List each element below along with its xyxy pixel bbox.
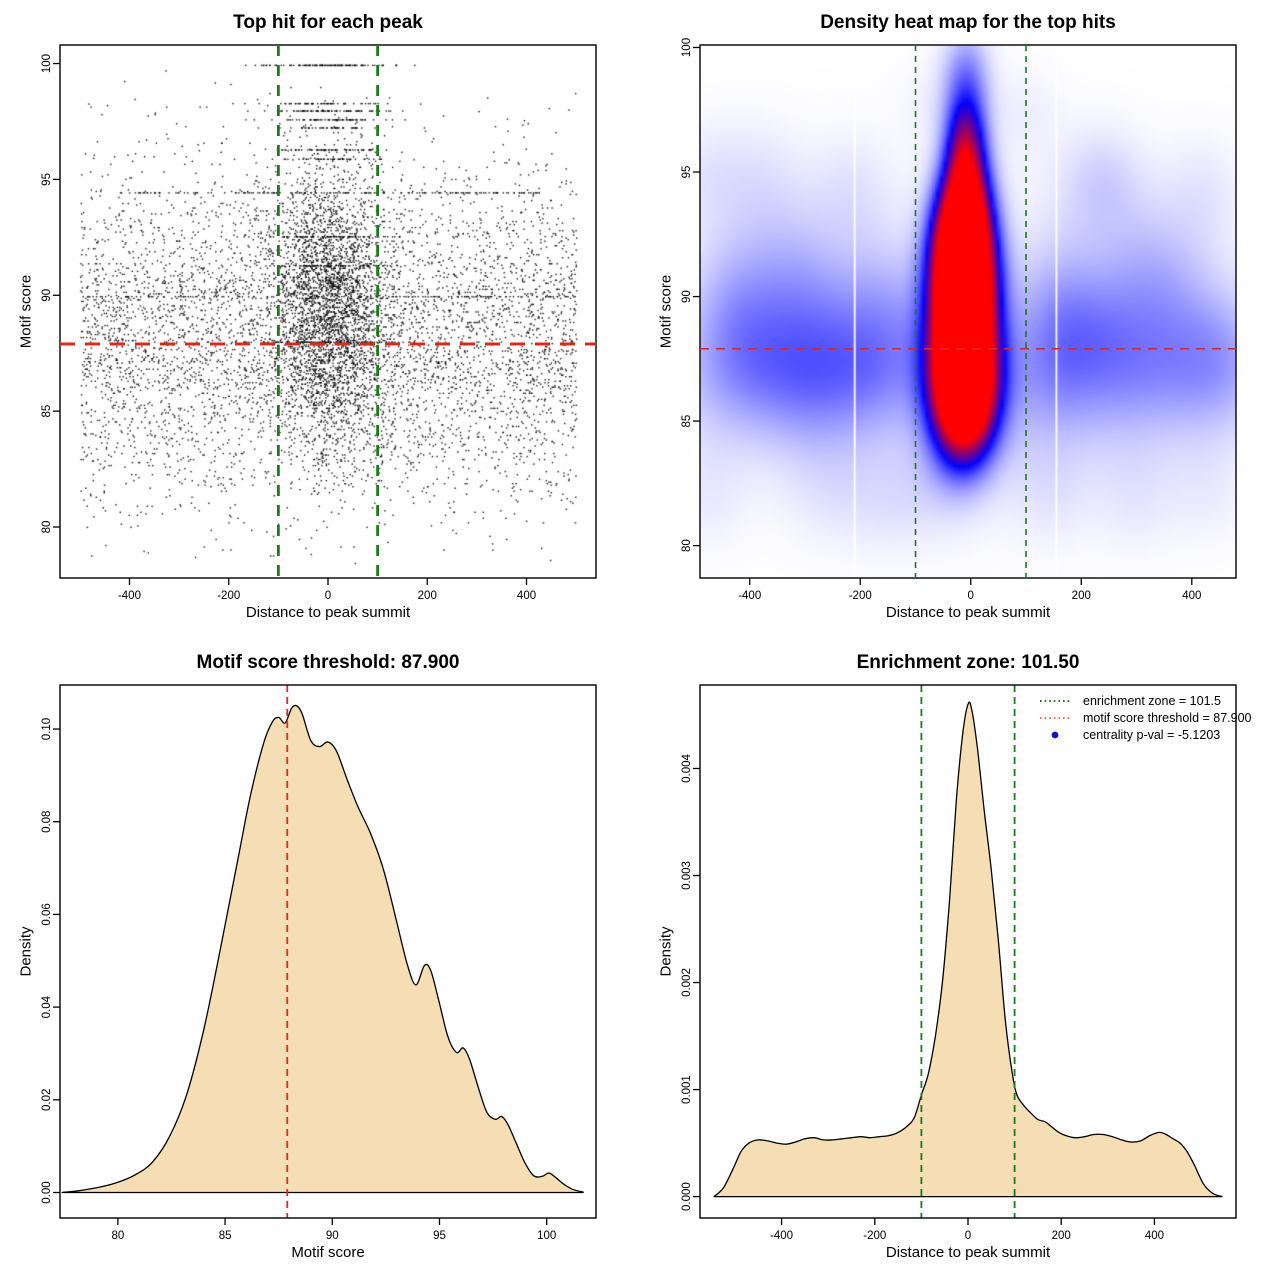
- scatter-ylabel: Motif score: [17, 274, 35, 349]
- scatter-points-canvas: [60, 45, 596, 578]
- svg-text:0.06: 0.06: [41, 903, 53, 925]
- legend-row-centrality-pval: centrality p-val = -5.1203: [1038, 726, 1252, 743]
- svg-text:-400: -400: [738, 590, 761, 602]
- svg-text:100: 100: [41, 54, 53, 73]
- distance-density-xlabel: Distance to peak summit: [885, 1244, 1051, 1261]
- svg-text:0.000: 0.000: [681, 1182, 693, 1211]
- motif-density-svg: 80 85 90 95 100 0.00 0.02 0.04 0.06 0.08 0.10: [41, 684, 597, 1242]
- svg-text:0.10: 0.10: [41, 718, 53, 740]
- svg-text:0.001: 0.001: [681, 1075, 693, 1104]
- dot-icon: [1051, 731, 1059, 738]
- heatmap-axes-svg: -400 -200 0 200 400 80 85 90 95 100: [681, 38, 1237, 602]
- svg-text:0.04: 0.04: [41, 995, 53, 1018]
- svg-text:90: 90: [41, 289, 53, 302]
- svg-text:80: 80: [41, 521, 53, 534]
- svg-text:0.002: 0.002: [681, 968, 693, 997]
- svg-text:85: 85: [219, 1230, 232, 1242]
- svg-text:0: 0: [965, 1230, 971, 1242]
- svg-text:80: 80: [681, 539, 693, 552]
- heatmap-title: Density heat map for the top hits: [820, 12, 1116, 33]
- svg-text:-200: -200: [863, 1230, 886, 1242]
- distance-density-panel: Enrichment zone: 101.50 -400 -200 0 200 400 0…: [640, 640, 1280, 1280]
- svg-text:95: 95: [41, 173, 53, 186]
- svg-text:90: 90: [326, 1230, 339, 1242]
- legend-label: centrality p-val = -5.1203: [1083, 727, 1221, 742]
- svg-text:-200: -200: [217, 590, 240, 602]
- heatmap-ylabel: Motif score: [657, 274, 675, 349]
- svg-text:100: 100: [681, 38, 693, 57]
- scatter-title: Top hit for each peak: [233, 12, 423, 33]
- legend-row-enrichment-zone: enrichment zone = 101.5: [1038, 692, 1252, 709]
- svg-text:0: 0: [325, 590, 331, 602]
- svg-text:400: 400: [1145, 1230, 1164, 1242]
- svg-text:200: 200: [1052, 1230, 1071, 1242]
- heatmap-xlabel: Distance to peak summit: [885, 604, 1051, 621]
- svg-text:95: 95: [433, 1230, 446, 1242]
- svg-text:0.004: 0.004: [681, 753, 693, 782]
- svg-text:90: 90: [681, 290, 693, 303]
- motif-density-xlabel: Motif score: [291, 1244, 365, 1261]
- scatter-axes-svg: -400 -200 0 200 400 80 85 90 95 100: [41, 44, 597, 602]
- dotted-line-icon: [1040, 699, 1070, 702]
- svg-text:-200: -200: [849, 590, 872, 602]
- svg-text:-400: -400: [770, 1230, 793, 1242]
- svg-text:0.02: 0.02: [41, 1089, 53, 1111]
- motif-density-title: Motif score threshold: 87.900: [196, 652, 460, 673]
- svg-text:0.08: 0.08: [41, 811, 53, 833]
- scatter-panel: Top hit for each peak -400 -200 0 200 400 80 8…: [0, 0, 640, 640]
- distance-density-ylabel: Density: [657, 926, 675, 977]
- svg-text:80: 80: [111, 1230, 124, 1242]
- svg-text:95: 95: [681, 166, 693, 179]
- heatmap-panel: Density heat map for the top hits -400 -2…: [640, 0, 1280, 640]
- svg-text:200: 200: [418, 590, 437, 602]
- motif-score-density-panel: Motif score threshold: 87.900 80 85 90 95 10…: [0, 640, 640, 1280]
- motif-density-ylabel: Density: [17, 926, 35, 977]
- svg-text:200: 200: [1072, 590, 1091, 602]
- svg-text:-400: -400: [118, 590, 141, 602]
- distance-density-title: Enrichment zone: 101.50: [856, 652, 1080, 673]
- svg-text:0: 0: [968, 590, 974, 602]
- svg-text:0.00: 0.00: [41, 1181, 53, 1203]
- dotted-line-icon: [1040, 716, 1070, 719]
- distance-density-svg: -400 -200 0 200 400 0.000 0.001 0.002 0.003 0.004: [681, 684, 1237, 1242]
- svg-text:0.003: 0.003: [681, 861, 693, 890]
- svg-text:400: 400: [517, 590, 536, 602]
- svg-text:85: 85: [41, 405, 53, 418]
- plot-legend: enrichment zone = 101.5 motif score thre…: [1038, 692, 1252, 743]
- legend-row-motif-threshold: motif score threshold = 87.900: [1038, 709, 1252, 726]
- scatter-xlabel: Distance to peak summit: [245, 604, 411, 621]
- heatmap-canvas: [700, 45, 1236, 578]
- svg-text:85: 85: [681, 415, 693, 428]
- legend-label: enrichment zone = 101.5: [1083, 693, 1221, 708]
- legend-label: motif score threshold = 87.900: [1083, 710, 1252, 725]
- svg-text:100: 100: [537, 1230, 556, 1242]
- svg-text:400: 400: [1182, 590, 1201, 602]
